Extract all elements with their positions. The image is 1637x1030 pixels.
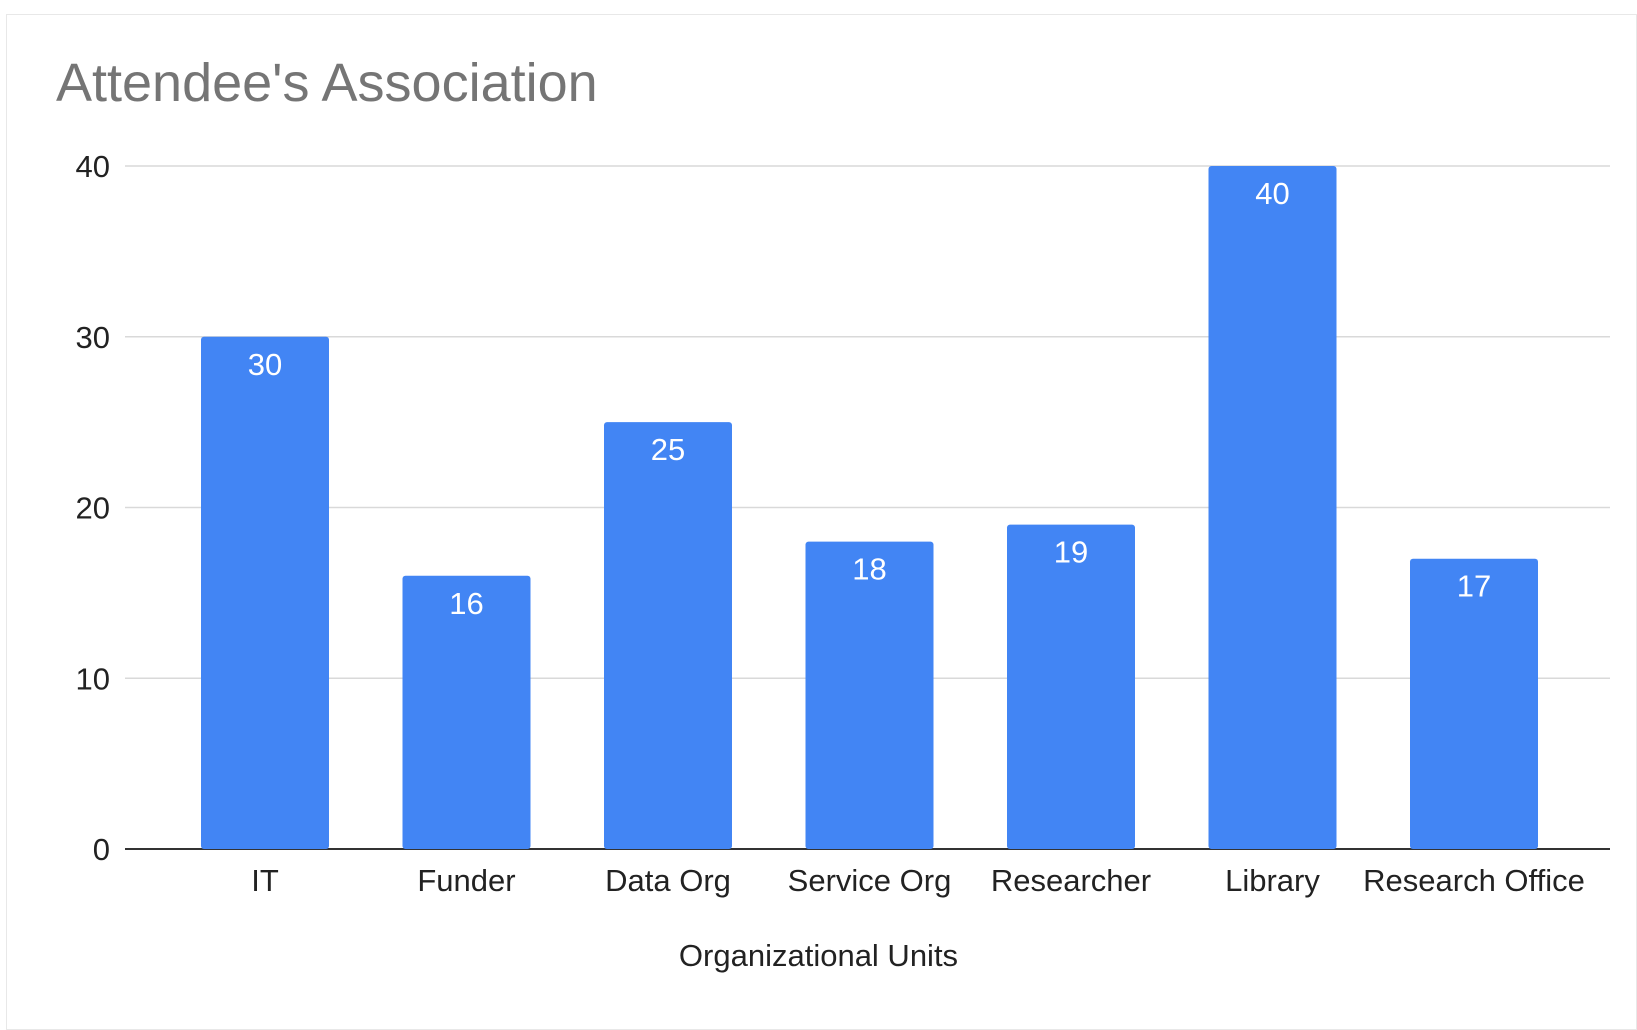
data-label: 18 — [852, 552, 886, 587]
x-tick-label: Researcher — [991, 863, 1151, 898]
data-label: 16 — [449, 586, 483, 621]
data-label: 17 — [1457, 569, 1491, 604]
bar-library — [1208, 166, 1337, 849]
x-tick-label: IT — [251, 863, 279, 898]
data-label: 40 — [1255, 176, 1289, 211]
y-tick-label: 0 — [93, 832, 110, 867]
x-tick-label: Library — [1225, 863, 1320, 898]
x-axis-title: Organizational Units — [678, 938, 959, 973]
x-tick-label: Research Office — [1363, 863, 1585, 898]
data-label: 19 — [1054, 535, 1088, 570]
x-tick-label: Service Org — [788, 863, 952, 898]
x-tick-label: Funder — [417, 863, 515, 898]
data-label: 30 — [248, 347, 282, 382]
y-tick-label: 20 — [76, 491, 110, 526]
bar-researcher — [1007, 524, 1135, 849]
x-tick-label: Data Org — [605, 863, 731, 898]
y-tick-label: 10 — [76, 661, 110, 696]
data-label: 25 — [651, 432, 685, 467]
bar-it — [201, 336, 329, 849]
bar-research-office — [1410, 558, 1538, 849]
y-axis-tick-labels: 0 10 20 30 40 — [76, 149, 110, 867]
x-axis-tick-labels: IT Funder Data Org Service Org Researcher Lib… — [251, 863, 1585, 898]
y-tick-label: 30 — [76, 320, 110, 355]
chart-title: Attendee's Association — [56, 53, 598, 113]
bar-service-org — [805, 541, 934, 849]
bar-funder — [402, 575, 531, 849]
bar-data-org — [604, 422, 732, 849]
y-tick-label: 40 — [76, 149, 110, 184]
bars: 30 16 25 18 19 40 17 — [201, 166, 1538, 849]
